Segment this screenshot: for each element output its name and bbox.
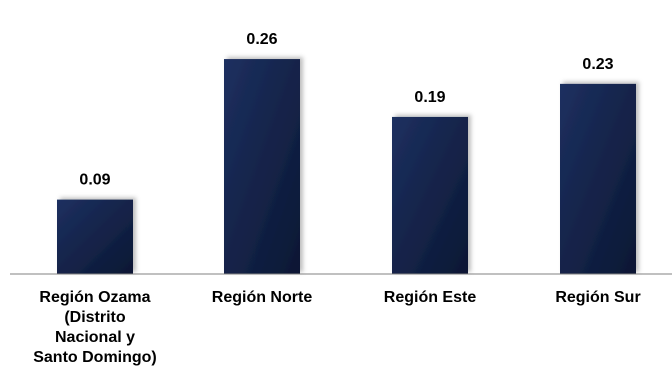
- category-label-1: Región Ozama (Distrito Nacional y Santo …: [33, 289, 157, 366]
- data-label-4: 0.23: [582, 56, 613, 73]
- category-label-3: Región Este: [383, 289, 477, 306]
- data-label-2: 0.26: [246, 31, 277, 48]
- data-labels-layer: 0.09 0.26 0.19 0.23: [79, 31, 613, 189]
- category-label-2: Región Norte: [211, 289, 313, 306]
- bar-3: [392, 116, 468, 274]
- bar-4: [560, 83, 636, 274]
- bars-layer: [57, 59, 636, 274]
- bar-1: [57, 199, 133, 274]
- data-label-1: 0.09: [79, 172, 110, 189]
- category-label-4: Región Sur: [555, 289, 641, 306]
- data-label-3: 0.19: [414, 89, 445, 106]
- bar-2: [224, 59, 300, 274]
